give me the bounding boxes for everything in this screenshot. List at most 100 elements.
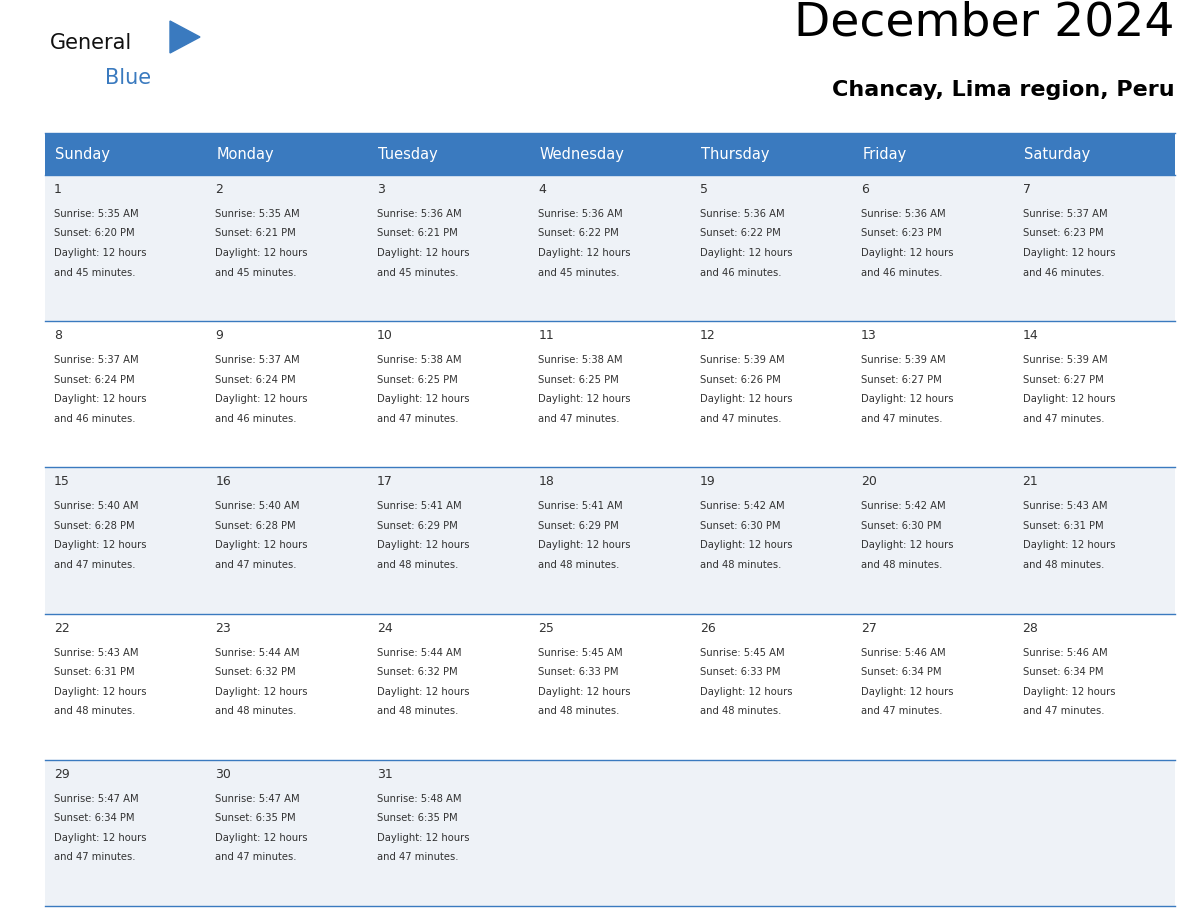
Text: Daylight: 12 hours: Daylight: 12 hours	[1023, 687, 1116, 697]
Text: 1: 1	[53, 183, 62, 196]
Text: Daylight: 12 hours: Daylight: 12 hours	[53, 833, 146, 843]
Text: and 48 minutes.: and 48 minutes.	[538, 706, 620, 716]
Text: and 47 minutes.: and 47 minutes.	[1023, 414, 1104, 424]
Text: and 46 minutes.: and 46 minutes.	[53, 414, 135, 424]
Text: Sunrise: 5:35 AM: Sunrise: 5:35 AM	[215, 209, 301, 219]
Text: Daylight: 12 hours: Daylight: 12 hours	[215, 687, 308, 697]
Text: Sunrise: 5:43 AM: Sunrise: 5:43 AM	[1023, 501, 1107, 511]
Text: Daylight: 12 hours: Daylight: 12 hours	[377, 833, 469, 843]
Text: Sunset: 6:23 PM: Sunset: 6:23 PM	[1023, 229, 1104, 239]
Text: 3: 3	[377, 183, 385, 196]
Text: Saturday: Saturday	[1024, 147, 1089, 162]
Text: Sunset: 6:33 PM: Sunset: 6:33 PM	[700, 667, 781, 677]
Text: 15: 15	[53, 476, 70, 488]
Text: Daylight: 12 hours: Daylight: 12 hours	[215, 833, 308, 843]
Text: Sunset: 6:25 PM: Sunset: 6:25 PM	[538, 375, 619, 385]
Text: Sunrise: 5:36 AM: Sunrise: 5:36 AM	[861, 209, 946, 219]
Text: Sunrise: 5:39 AM: Sunrise: 5:39 AM	[861, 355, 946, 365]
Text: Sunrise: 5:42 AM: Sunrise: 5:42 AM	[700, 501, 784, 511]
Text: Sunrise: 5:39 AM: Sunrise: 5:39 AM	[700, 355, 784, 365]
Text: Sunrise: 5:45 AM: Sunrise: 5:45 AM	[700, 647, 784, 657]
Text: Sunrise: 5:38 AM: Sunrise: 5:38 AM	[538, 355, 623, 365]
Text: Sunset: 6:27 PM: Sunset: 6:27 PM	[861, 375, 942, 385]
Text: Sunset: 6:24 PM: Sunset: 6:24 PM	[53, 375, 134, 385]
Text: and 48 minutes.: and 48 minutes.	[377, 560, 459, 570]
Text: Sunrise: 5:46 AM: Sunrise: 5:46 AM	[1023, 647, 1107, 657]
Text: Sunset: 6:29 PM: Sunset: 6:29 PM	[538, 521, 619, 531]
Text: Sunset: 6:26 PM: Sunset: 6:26 PM	[700, 375, 781, 385]
Text: Sunrise: 5:36 AM: Sunrise: 5:36 AM	[377, 209, 461, 219]
Text: 9: 9	[215, 330, 223, 342]
Text: 28: 28	[1023, 621, 1038, 634]
Polygon shape	[170, 21, 200, 53]
Text: Sunset: 6:22 PM: Sunset: 6:22 PM	[700, 229, 781, 239]
Text: and 45 minutes.: and 45 minutes.	[53, 267, 135, 277]
Text: Sunrise: 5:40 AM: Sunrise: 5:40 AM	[53, 501, 139, 511]
Text: and 46 minutes.: and 46 minutes.	[861, 267, 942, 277]
Text: Daylight: 12 hours: Daylight: 12 hours	[215, 248, 308, 258]
Text: Daylight: 12 hours: Daylight: 12 hours	[377, 394, 469, 404]
Text: Sunrise: 5:45 AM: Sunrise: 5:45 AM	[538, 647, 623, 657]
Text: 22: 22	[53, 621, 70, 634]
Text: 7: 7	[1023, 183, 1030, 196]
Text: and 48 minutes.: and 48 minutes.	[53, 706, 135, 716]
Text: Daylight: 12 hours: Daylight: 12 hours	[215, 541, 308, 551]
Text: December 2024: December 2024	[795, 1, 1175, 46]
Text: Sunset: 6:31 PM: Sunset: 6:31 PM	[1023, 521, 1104, 531]
Text: Blue: Blue	[105, 68, 151, 88]
Text: 21: 21	[1023, 476, 1038, 488]
Text: Sunset: 6:21 PM: Sunset: 6:21 PM	[377, 229, 457, 239]
Text: and 47 minutes.: and 47 minutes.	[377, 852, 459, 862]
Text: 24: 24	[377, 621, 392, 634]
Text: Daylight: 12 hours: Daylight: 12 hours	[700, 394, 792, 404]
Text: Sunset: 6:32 PM: Sunset: 6:32 PM	[215, 667, 296, 677]
Text: Sunset: 6:30 PM: Sunset: 6:30 PM	[700, 521, 781, 531]
Text: Daylight: 12 hours: Daylight: 12 hours	[861, 394, 954, 404]
Text: Sunset: 6:27 PM: Sunset: 6:27 PM	[1023, 375, 1104, 385]
Text: 8: 8	[53, 330, 62, 342]
Text: Sunset: 6:33 PM: Sunset: 6:33 PM	[538, 667, 619, 677]
Text: 20: 20	[861, 476, 877, 488]
Text: Sunrise: 5:40 AM: Sunrise: 5:40 AM	[215, 501, 299, 511]
Text: Sunset: 6:25 PM: Sunset: 6:25 PM	[377, 375, 457, 385]
Text: Daylight: 12 hours: Daylight: 12 hours	[700, 248, 792, 258]
Text: Daylight: 12 hours: Daylight: 12 hours	[700, 687, 792, 697]
Text: Sunset: 6:34 PM: Sunset: 6:34 PM	[1023, 667, 1104, 677]
Text: 4: 4	[538, 183, 546, 196]
Text: Sunset: 6:21 PM: Sunset: 6:21 PM	[215, 229, 296, 239]
Text: 19: 19	[700, 476, 715, 488]
Text: Sunrise: 5:37 AM: Sunrise: 5:37 AM	[53, 355, 139, 365]
Text: Sunrise: 5:44 AM: Sunrise: 5:44 AM	[215, 647, 299, 657]
Text: and 47 minutes.: and 47 minutes.	[215, 852, 297, 862]
Text: Sunset: 6:22 PM: Sunset: 6:22 PM	[538, 229, 619, 239]
Text: and 48 minutes.: and 48 minutes.	[377, 706, 459, 716]
Text: Friday: Friday	[862, 147, 906, 162]
Text: 2: 2	[215, 183, 223, 196]
Text: Sunrise: 5:35 AM: Sunrise: 5:35 AM	[53, 209, 139, 219]
Text: Monday: Monday	[216, 147, 274, 162]
Text: 30: 30	[215, 767, 232, 781]
Text: 11: 11	[538, 330, 554, 342]
Text: Sunset: 6:20 PM: Sunset: 6:20 PM	[53, 229, 134, 239]
Text: Sunset: 6:30 PM: Sunset: 6:30 PM	[861, 521, 942, 531]
Text: Thursday: Thursday	[701, 147, 769, 162]
Text: Daylight: 12 hours: Daylight: 12 hours	[538, 687, 631, 697]
Text: and 48 minutes.: and 48 minutes.	[700, 706, 781, 716]
Text: Sunday: Sunday	[55, 147, 110, 162]
Bar	[45, 321, 1175, 467]
Text: 29: 29	[53, 767, 70, 781]
Text: Sunrise: 5:38 AM: Sunrise: 5:38 AM	[377, 355, 461, 365]
Text: Daylight: 12 hours: Daylight: 12 hours	[861, 248, 954, 258]
Text: and 47 minutes.: and 47 minutes.	[53, 560, 135, 570]
Text: Daylight: 12 hours: Daylight: 12 hours	[1023, 541, 1116, 551]
Text: Sunrise: 5:36 AM: Sunrise: 5:36 AM	[700, 209, 784, 219]
Text: and 46 minutes.: and 46 minutes.	[215, 414, 297, 424]
Text: 13: 13	[861, 330, 877, 342]
Text: Sunset: 6:35 PM: Sunset: 6:35 PM	[215, 813, 296, 823]
Text: Daylight: 12 hours: Daylight: 12 hours	[700, 541, 792, 551]
Text: Sunset: 6:32 PM: Sunset: 6:32 PM	[377, 667, 457, 677]
Text: and 45 minutes.: and 45 minutes.	[538, 267, 620, 277]
Text: and 45 minutes.: and 45 minutes.	[215, 267, 297, 277]
Text: Sunrise: 5:43 AM: Sunrise: 5:43 AM	[53, 647, 139, 657]
Text: 14: 14	[1023, 330, 1038, 342]
